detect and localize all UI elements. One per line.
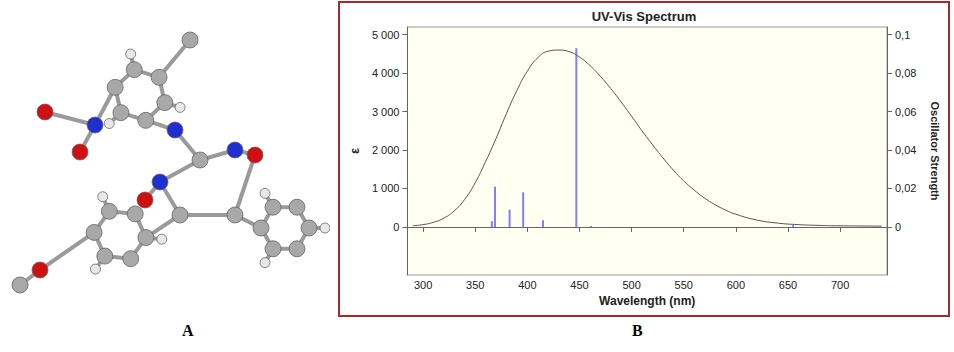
html-text:B: B	[632, 322, 643, 339]
svg-text:500: 500	[622, 279, 640, 291]
svg-text:700: 700	[831, 279, 849, 291]
svg-text:0,06: 0,06	[895, 106, 916, 118]
svg-text:3 000: 3 000	[372, 106, 400, 118]
svg-text:0,02: 0,02	[895, 182, 916, 194]
svg-text:0,08: 0,08	[895, 67, 916, 79]
svg-text:Oscillator Strength: Oscillator Strength	[929, 101, 941, 200]
svg-text:4 000: 4 000	[372, 67, 400, 79]
svg-text:450: 450	[570, 279, 588, 291]
svg-text:ε: ε	[347, 148, 362, 154]
svg-text:0,04: 0,04	[895, 144, 916, 156]
svg-text:300: 300	[414, 279, 432, 291]
svg-text:Wavelength (nm): Wavelength (nm)	[599, 294, 695, 308]
svg-text:0: 0	[895, 221, 901, 233]
svg-text:350: 350	[466, 279, 484, 291]
svg-text:0: 0	[393, 221, 399, 233]
svg-text:UV-Vis Spectrum: UV-Vis Spectrum	[592, 9, 697, 24]
svg-text:1 000: 1 000	[372, 182, 400, 194]
html-text:A: A	[182, 322, 194, 339]
svg-text:2 000: 2 000	[372, 144, 400, 156]
svg-text:0,1: 0,1	[895, 29, 910, 41]
svg-text:600: 600	[727, 279, 745, 291]
svg-text:400: 400	[518, 279, 536, 291]
svg-text:550: 550	[675, 279, 693, 291]
svg-text:5 000: 5 000	[372, 29, 400, 41]
svg-text:650: 650	[779, 279, 797, 291]
